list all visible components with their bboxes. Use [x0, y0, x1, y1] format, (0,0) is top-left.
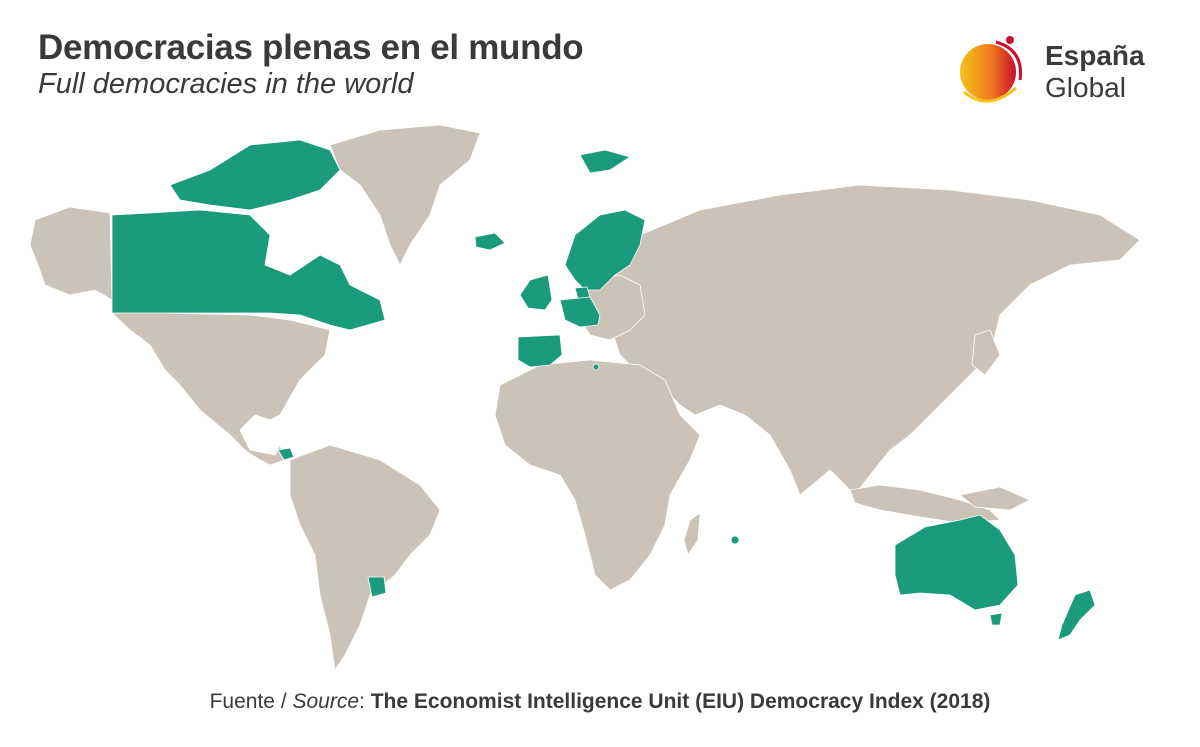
region-uruguay: [367, 576, 387, 598]
espana-global-logo: España Global: [950, 30, 1170, 110]
region-canada: [111, 209, 386, 331]
region-alaska: [29, 206, 113, 301]
region-japan: [971, 329, 1001, 376]
region-new-zealand: [1057, 589, 1096, 641]
region-canada-arctic: [169, 139, 341, 211]
region-eurasia: [609, 184, 1141, 496]
source-note: Fuente / Source: The Economist Intellige…: [0, 690, 1200, 714]
source-label: Source: [292, 690, 360, 713]
region-south-america: [289, 444, 441, 672]
region-usa-mexico: [110, 312, 331, 466]
source-name: The Economist Intelligence Unit (EIU) De…: [370, 690, 991, 713]
region-madagascar: [683, 512, 701, 556]
region-iceland: [474, 232, 506, 251]
region-new-guinea: [959, 486, 1031, 511]
region-africa: [494, 359, 701, 591]
region-tasmania: [989, 612, 1003, 626]
region-indonesia: [849, 484, 1001, 524]
other-countries: [29, 124, 1141, 672]
map-title: Democracias plenas en el mundo: [38, 28, 584, 67]
logo-sun-icon: [960, 36, 1022, 103]
region-costa-rica: [277, 447, 295, 461]
source-prefix: Fuente /: [209, 690, 293, 713]
map-subtitle: Full democracies in the world: [38, 68, 414, 100]
region-iberia: [517, 334, 563, 368]
region-greenland: [329, 124, 481, 266]
region-central-europe: [559, 296, 601, 328]
world-map: [29, 124, 1141, 672]
region-australia: [894, 514, 1019, 611]
logo-text-global: Global: [1045, 72, 1126, 103]
source-separator: :: [359, 690, 371, 713]
logo-text-espana: España: [1045, 40, 1145, 71]
region-malta: [592, 363, 600, 371]
region-uk-ireland: [519, 274, 553, 311]
full-democracies: [111, 139, 1096, 641]
region-mauritius: [730, 535, 740, 545]
region-svalbard: [579, 149, 631, 174]
